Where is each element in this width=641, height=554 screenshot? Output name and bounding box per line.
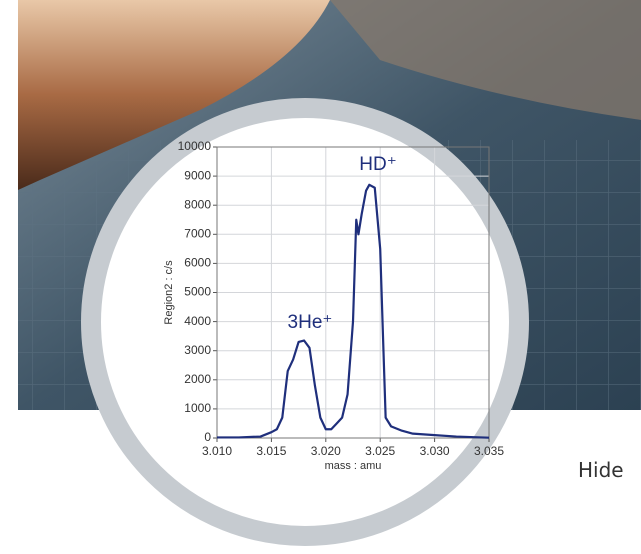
x-tick-label: 3.035 xyxy=(474,444,504,458)
hide-button[interactable]: Hide xyxy=(578,458,624,482)
y-tick-label: 8000 xyxy=(184,197,211,211)
y-axis-label: Region2 : c/s xyxy=(163,260,175,325)
x-tick-label: 3.015 xyxy=(256,444,286,458)
y-tick-label: 4000 xyxy=(184,314,211,328)
scene: 0 1000 2000 3000 4000 5000 6000 7000 8000 9000 100… xyxy=(0,0,641,554)
x-tick-label: 3.025 xyxy=(365,444,395,458)
y-tick-label: 3000 xyxy=(184,343,211,357)
x-axis-label: mass : amu xyxy=(325,460,382,472)
y-tick-label: 5000 xyxy=(184,285,211,299)
y-tick-label: 1000 xyxy=(184,401,211,415)
y-tick-label: 6000 xyxy=(184,256,211,270)
x-tick-label: 3.010 xyxy=(202,444,232,458)
y-tick-label: 7000 xyxy=(184,226,211,240)
page: 0 1000 2000 3000 4000 5000 6000 7000 8000 9000 100… xyxy=(0,0,641,554)
peak-label: 3He⁺ xyxy=(288,312,333,333)
x-tick-label: 3.030 xyxy=(420,444,450,458)
peak-label: HD⁺ xyxy=(359,154,396,175)
y-tick-label: 10000 xyxy=(178,139,212,153)
y-tick-label: 0 xyxy=(204,430,211,444)
x-tick-label: 3.020 xyxy=(311,444,341,458)
y-tick-label: 2000 xyxy=(184,372,211,386)
y-tick-label: 9000 xyxy=(184,168,211,182)
